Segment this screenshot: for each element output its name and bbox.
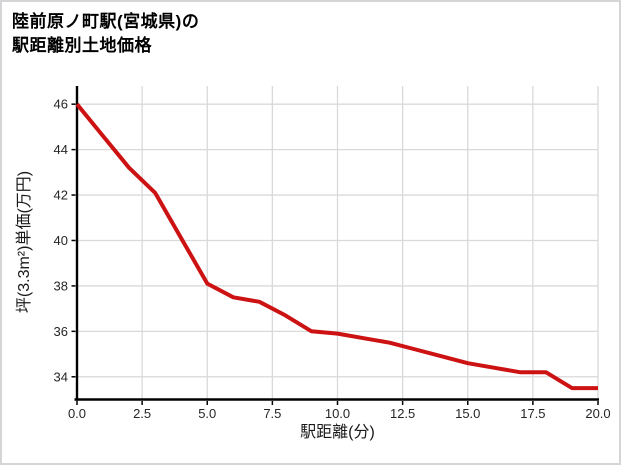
y-tick-label: 46 [54, 97, 68, 112]
x-tick-label: 10.0 [325, 406, 350, 421]
x-tick-label: 2.5 [133, 406, 151, 421]
y-tick-label: 40 [54, 233, 68, 248]
x-tick-label: 17.5 [520, 406, 545, 421]
y-axis-label: 坪(3.3m²)単価(万円) [16, 170, 33, 314]
x-tick-label: 15.0 [455, 406, 480, 421]
y-tick-label: 36 [54, 324, 68, 339]
chart-title-line1: 陸前原ノ町駅(宮城県)の [12, 12, 200, 31]
x-tick-label: 7.5 [263, 406, 281, 421]
price-line [75, 102, 598, 391]
y-tick-label: 42 [54, 188, 68, 203]
x-tick-label: 20.0 [585, 406, 610, 421]
y-tick-label: 38 [54, 278, 68, 293]
chart-title: 陸前原ノ町駅(宮城県)の 駅距離別土地価格 [12, 10, 199, 58]
x-tick-label: 5.0 [198, 406, 216, 421]
y-tick-label: 34 [54, 369, 68, 384]
chart-title-line2: 駅距離別土地価格 [12, 36, 152, 55]
y-tick-label: 44 [54, 142, 68, 157]
x-tick-label: 12.5 [390, 406, 415, 421]
x-tick-label: 0.0 [68, 406, 86, 421]
x-axis-label: 駅距離(分) [300, 424, 375, 441]
